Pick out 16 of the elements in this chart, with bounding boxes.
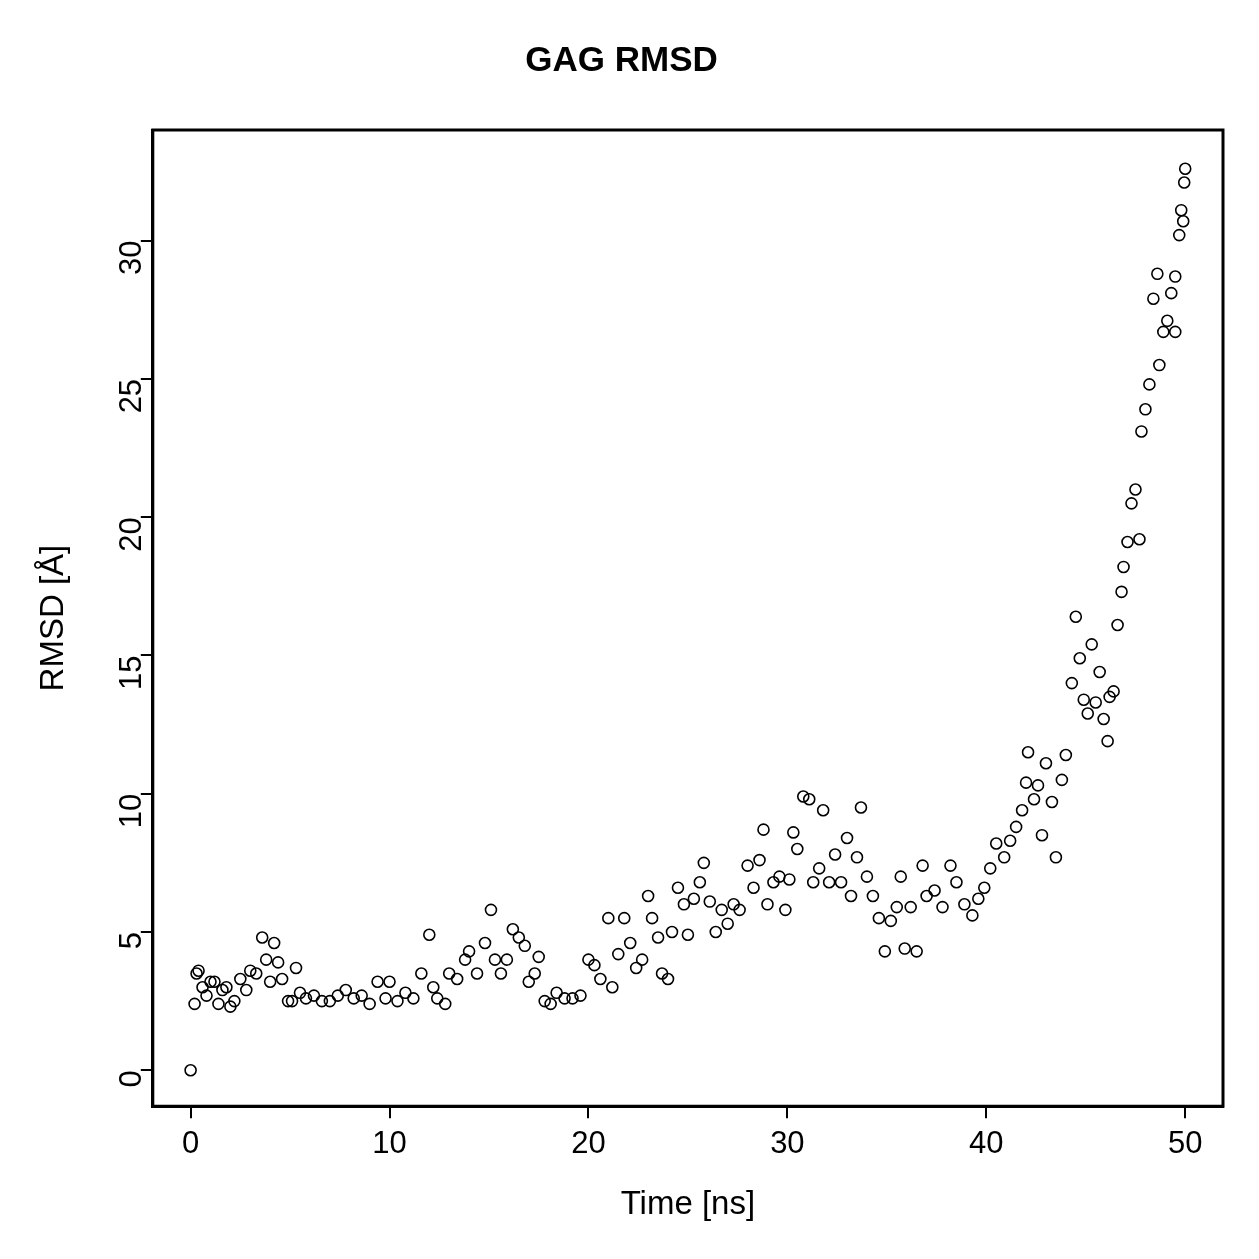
y-tick-label: 30 bbox=[113, 240, 149, 276]
x-tick-label: 10 bbox=[372, 1125, 407, 1161]
y-tick-label: 5 bbox=[113, 931, 149, 950]
chart-title: GAG RMSD bbox=[525, 38, 718, 78]
y-tick-label: 15 bbox=[113, 655, 149, 690]
x-tick-label: 30 bbox=[770, 1125, 805, 1161]
y-axis-title: RMSD [Å] bbox=[32, 544, 70, 692]
x-tick-label: 0 bbox=[181, 1125, 200, 1161]
x-tick-label: 20 bbox=[571, 1125, 606, 1161]
x-tick-label: 50 bbox=[1167, 1125, 1203, 1161]
x-axis-title: Time [ns] bbox=[620, 1184, 756, 1222]
y-tick-label: 25 bbox=[113, 378, 149, 414]
y-tick-label: 0 bbox=[113, 1070, 149, 1088]
x-tick-label: 40 bbox=[969, 1125, 1004, 1161]
y-tick-label: 10 bbox=[113, 793, 149, 829]
y-tick-label: 20 bbox=[113, 517, 149, 552]
